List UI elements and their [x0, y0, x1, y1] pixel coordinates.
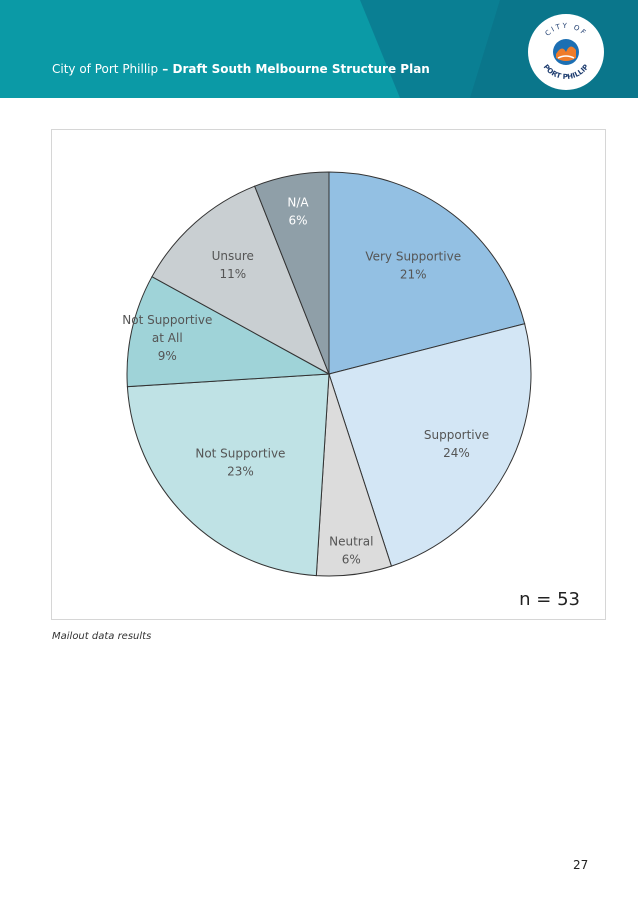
chart-caption: Mailout data results	[52, 631, 152, 642]
pie-slice-5	[151, 185, 330, 376]
pie-label-2: Neutral 6%	[329, 534, 373, 566]
header-title: City of Port Phillip – Draft South Melbo…	[52, 62, 430, 76]
pie-chart: Very Supportive 21% Supportive 24% Neutral 6%…	[122, 171, 532, 577]
pie-slice-1	[328, 323, 532, 567]
sample-size-label: n = 53	[519, 589, 580, 610]
pie-label-4: Not Supportive at All 9%	[122, 313, 212, 363]
city-logo: CITY OF PORT PHILLIP	[528, 14, 604, 90]
chart-frame: Very Supportive 21% Supportive 24% Neutral 6%…	[51, 129, 606, 620]
pie-label-0: Very Supportive 21%	[365, 250, 461, 282]
page-header: City of Port Phillip – Draft South Melbo…	[0, 0, 638, 98]
pie-label-1: Supportive 24%	[424, 428, 489, 460]
pie-label-6: N/A 6%	[287, 195, 309, 227]
svg-text:PORT PHILLIP: PORT PHILLIP	[542, 63, 591, 81]
pie-label-5: Unsure 11%	[212, 249, 254, 281]
pie-slice-4	[126, 276, 331, 388]
svg-text:CITY OF: CITY OF	[544, 22, 589, 38]
pie-slice-6	[253, 171, 330, 375]
pie-label-3: Not Supportive 23%	[195, 447, 285, 479]
pie-slice-0	[328, 171, 526, 375]
page-number: 27	[573, 858, 589, 872]
pie-slice-3	[126, 373, 330, 577]
